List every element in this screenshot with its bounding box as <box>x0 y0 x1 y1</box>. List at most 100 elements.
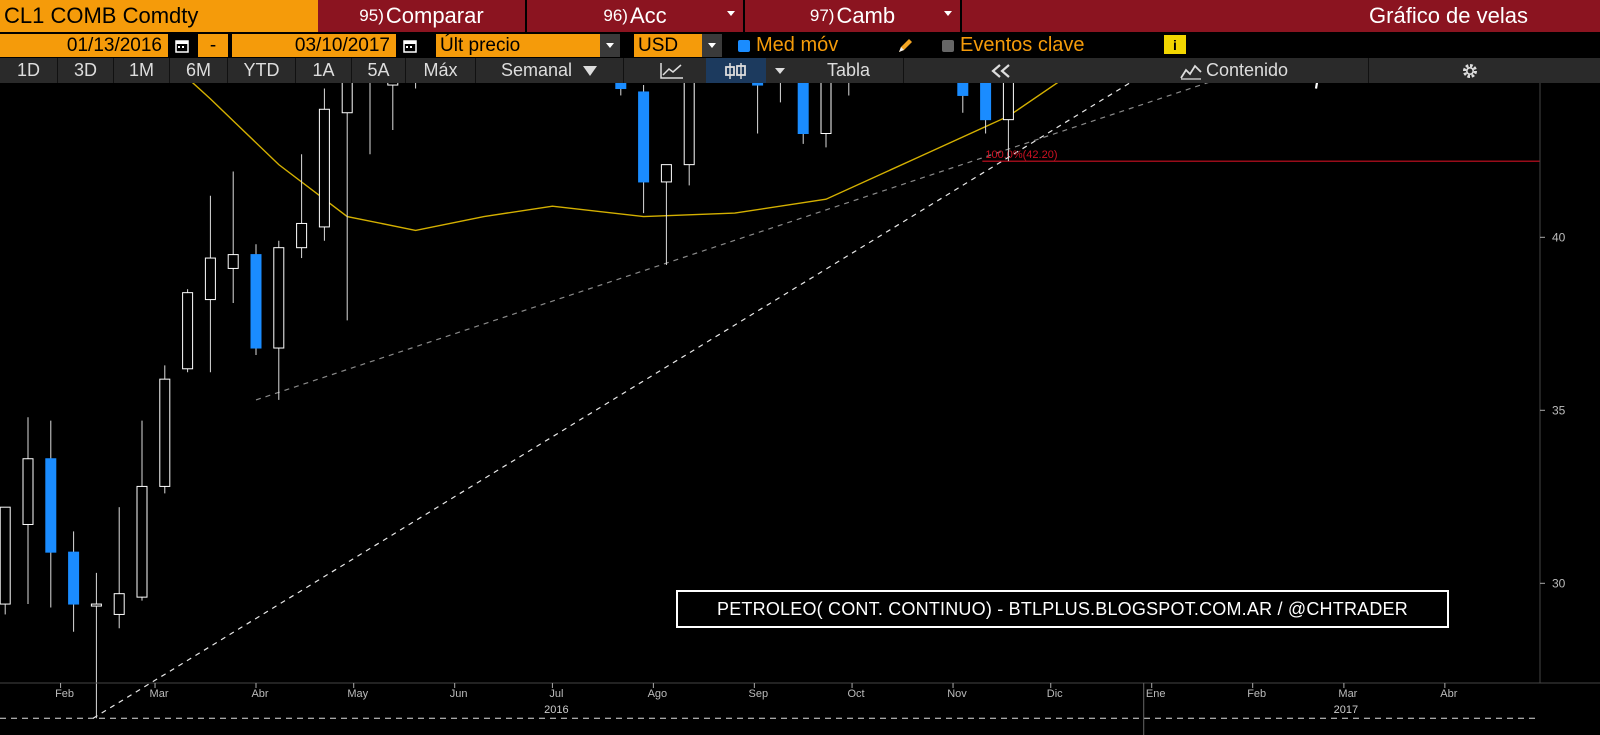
content-button[interactable]: Contenido <box>1100 58 1368 83</box>
trendline <box>92 83 1131 719</box>
candle-body <box>90 603 102 607</box>
x-tick-label: May <box>347 688 368 700</box>
candle-body <box>660 164 672 183</box>
compare-button[interactable]: 95) Comparar <box>318 0 525 32</box>
candle-body <box>752 83 764 86</box>
chart-title: Gráfico de velas <box>962 0 1600 32</box>
candle-body <box>113 593 125 615</box>
candle-body <box>250 254 262 349</box>
collapse-button[interactable] <box>904 58 1098 83</box>
divider <box>1368 58 1369 83</box>
moving-average-label: Med móv <box>756 34 839 56</box>
candles <box>0 83 1014 719</box>
x-tick-label: Mar <box>150 688 169 700</box>
actions-num: 96) <box>603 6 628 25</box>
pencil-icon[interactable] <box>896 34 920 57</box>
x-tick-label: Dic <box>1047 688 1063 700</box>
candle-body <box>45 458 57 553</box>
x-tick-label: Jul <box>549 688 563 700</box>
chevron-down-icon <box>944 11 952 16</box>
exchange-button[interactable]: 97) Camb <box>745 0 960 32</box>
moving-average-toggle[interactable]: Med móv <box>738 34 878 57</box>
timeframe-6m[interactable]: 6M <box>170 58 228 83</box>
candle-body <box>273 247 285 349</box>
ticker-field[interactable]: CL1 COMB Comdty <box>0 0 318 32</box>
y-tick-label: 35 <box>1552 403 1566 417</box>
triangle-down-icon <box>583 65 598 76</box>
mountain-chart-icon <box>1180 64 1202 80</box>
info-icon[interactable]: i <box>1164 35 1186 54</box>
content-label: Contenido <box>1205 60 1289 80</box>
annotations <box>1314 83 1319 89</box>
timeframe-3d[interactable]: 3D <box>58 58 114 83</box>
timeframe-ytd[interactable]: YTD <box>228 58 296 83</box>
ticker-text: CL1 COMB Comdty <box>4 3 199 28</box>
currency-select[interactable]: USD <box>634 34 702 57</box>
candlestick-chart[interactable]: 0.0%(55.29)50.0%(48.74)100.0%(42.20) 253… <box>0 83 1600 735</box>
candlestick-icon[interactable] <box>706 58 766 83</box>
candle-body <box>204 257 216 301</box>
end-date-input[interactable]: 03/10/2017 <box>232 34 396 57</box>
table-button[interactable]: Tabla <box>794 58 904 83</box>
candle-body <box>341 83 353 114</box>
period-label: Semanal <box>500 60 573 80</box>
fibonacci-levels: 0.0%(55.29)50.0%(48.74)100.0%(42.20) <box>982 149 1540 162</box>
x-tick-label: Abr <box>1440 688 1457 700</box>
moving-average-line <box>191 83 1059 232</box>
chevron-down-icon <box>708 43 716 48</box>
calendar-icon[interactable] <box>170 34 194 57</box>
candle-body <box>638 91 650 183</box>
year-label: 2016 <box>544 704 568 716</box>
candle-body <box>22 458 34 525</box>
x-tick-label: Mar <box>1338 688 1357 700</box>
fib-level-label: 100.0%(42.20) <box>985 149 1057 161</box>
exchange-num: 97) <box>809 6 835 25</box>
timeframe-1d[interactable]: 1D <box>0 58 58 83</box>
chart-type-dropdown[interactable] <box>766 58 794 83</box>
compare-num: 95) <box>359 6 384 25</box>
start-date-input[interactable]: 01/13/2016 <box>0 34 168 57</box>
moving-average-polyline <box>191 83 1059 232</box>
price-field-select[interactable]: Últ precio <box>436 34 600 57</box>
watermark-label: PETROLEO( CONT. CONTINUO) - BTLPLUS.BLOG… <box>676 590 1449 628</box>
line-chart-icon[interactable] <box>642 58 702 83</box>
period-select[interactable]: Semanal <box>476 58 624 83</box>
candle-body <box>136 485 148 598</box>
timeframe-max[interactable]: Máx <box>406 58 476 83</box>
actions-button[interactable]: 96) Acc <box>527 0 743 32</box>
actions-label: Acc <box>629 3 667 28</box>
calendar-icon[interactable] <box>398 34 422 57</box>
chart-gridlines <box>0 717 1540 719</box>
candle-body <box>387 83 399 86</box>
timeframe-1m[interactable]: 1M <box>114 58 170 83</box>
candle-body <box>820 83 832 135</box>
timeframe-bar: 1D 3D 1M 6M YTD 1A 5A Máx Semanal Tabla … <box>0 58 1600 83</box>
chevron-down-icon <box>775 67 785 74</box>
axes: 25303540455055FebMarAbrMayJunJulAgoSepOc… <box>0 83 1600 735</box>
parameters-bar: 01/13/2016 - 03/10/2017 Últ precio USD M… <box>0 32 1600 58</box>
trendlines <box>92 83 1209 719</box>
y-tick-label: 30 <box>1552 576 1566 590</box>
currency-dropdown[interactable] <box>702 34 722 57</box>
title-bar: CL1 COMB Comdty 95) Comparar 96) Acc 97) Ca… <box>0 0 1600 32</box>
candle-body <box>68 551 80 605</box>
trendline <box>255 83 1209 401</box>
double-chevron-left-icon <box>991 63 1010 78</box>
key-events-toggle[interactable]: Eventos clave <box>942 34 1142 57</box>
y-tick-label: 40 <box>1552 230 1566 244</box>
candle-body <box>957 83 969 96</box>
checkbox-unchecked-icon[interactable] <box>942 39 954 52</box>
candle-body <box>227 254 239 269</box>
timeframe-1a[interactable]: 1A <box>296 58 352 83</box>
compare-label: Comparar <box>385 3 484 28</box>
price-field-dropdown[interactable] <box>600 34 620 57</box>
candle-body <box>296 222 308 249</box>
x-tick-label: Oct <box>847 688 864 700</box>
chevron-down-icon <box>606 43 614 48</box>
gear-icon[interactable] <box>1450 58 1490 83</box>
checkbox-checked-icon[interactable] <box>738 39 750 52</box>
x-tick-label: Ene <box>1146 688 1166 700</box>
chevron-down-icon <box>727 11 735 16</box>
timeframe-5a[interactable]: 5A <box>352 58 406 83</box>
x-tick-label: Jun <box>450 688 468 700</box>
